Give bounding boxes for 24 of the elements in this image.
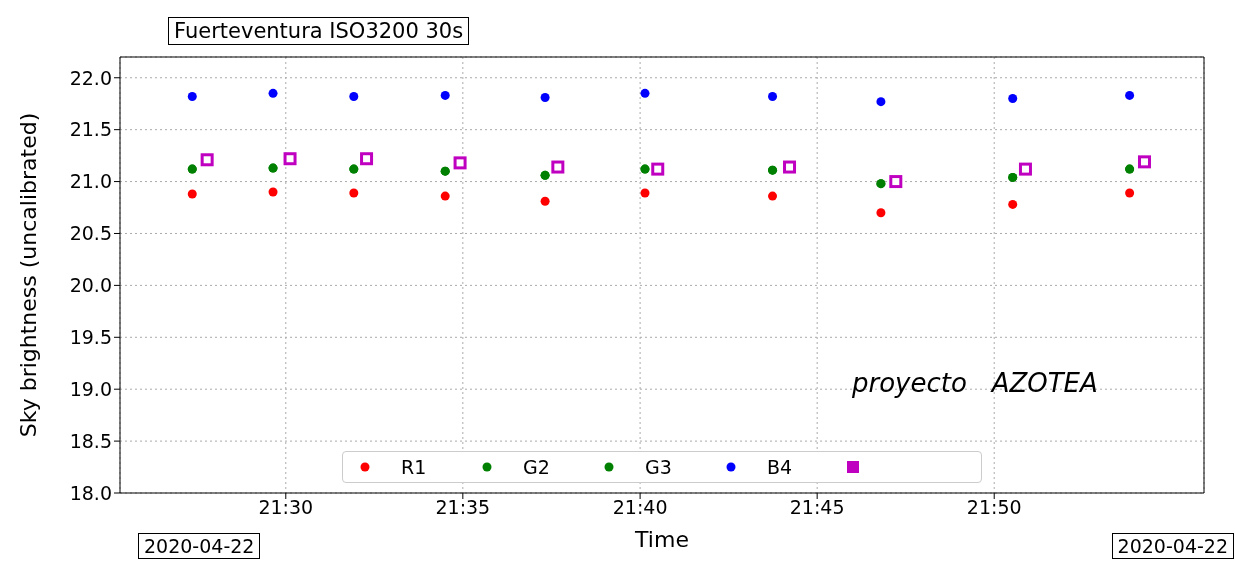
- legend-label: R1: [401, 456, 427, 478]
- y-tick-label: 18.5: [69, 429, 112, 452]
- x-tick-label: 21:40: [612, 496, 668, 519]
- y-tick-label: 21.0: [69, 170, 112, 193]
- y-tick-label: 20.5: [69, 222, 112, 245]
- x-tick-label: 21:30: [258, 496, 314, 519]
- x-axis-title: Time: [634, 527, 689, 552]
- y-tick-label: 20.0: [69, 274, 112, 297]
- legend-label: B4: [767, 456, 793, 478]
- x-tick-label: 21:35: [435, 496, 491, 519]
- x-tick-label: 21:50: [966, 496, 1022, 519]
- y-axis-title: Sky brightness (uncalibrated): [15, 112, 41, 438]
- y-tick-label: 22.0: [69, 66, 112, 89]
- x-tick-label: 21:45: [789, 496, 845, 519]
- chart-title: Fuerteventura ISO3200 30s: [168, 17, 470, 45]
- text: 2020-04-22: [1111, 533, 1234, 559]
- text: 2020-04-22: [138, 533, 261, 559]
- annotation: proyecto AZOTEA: [852, 368, 1098, 398]
- y-tick-label: 19.0: [69, 377, 112, 400]
- legend-label: G2: [523, 456, 550, 478]
- legend-label: G3: [645, 456, 672, 478]
- y-tick-label: 21.5: [69, 118, 112, 141]
- y-tick-label: 19.5: [69, 326, 112, 349]
- y-tick-label: 18.0: [69, 481, 112, 504]
